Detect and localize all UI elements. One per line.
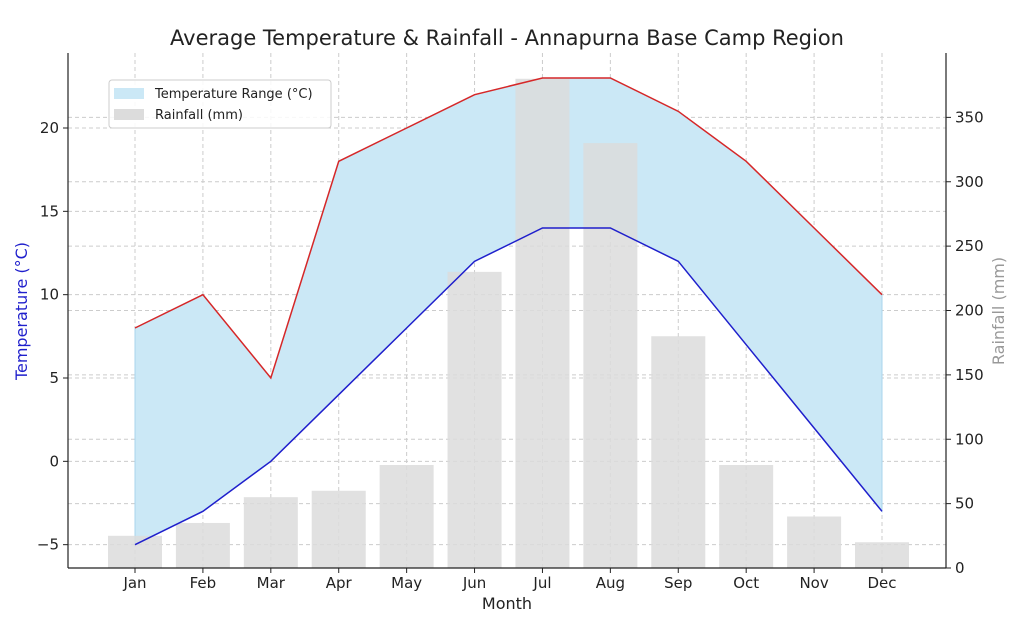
rainfall-bar-mar <box>243 497 298 568</box>
x-tick-label: Jan <box>122 574 146 592</box>
x-tick-label: Feb <box>190 574 217 592</box>
legend-label-temperature-range: Temperature Range (°C) <box>154 87 313 102</box>
x-tick-label: Sep <box>664 574 692 592</box>
rainfall-bar-nov <box>787 516 842 568</box>
temperature-low-line <box>134 227 883 546</box>
x-tick-label: May <box>391 574 422 592</box>
legend: Temperature Range (°C) Rainfall (mm) <box>108 79 332 129</box>
left-y-tick-label: 5 <box>49 369 59 387</box>
rainfall-bar-dec <box>855 542 909 568</box>
right-y-axis-label: Rainfall (mm) <box>989 257 1008 365</box>
right-y-tick-label: 150 <box>955 366 984 384</box>
right-y-tick-label: 250 <box>955 237 984 255</box>
left-y-tick-label: 0 <box>49 452 59 470</box>
rainfall-bar-aug <box>583 143 638 568</box>
right-y-tick-label: 300 <box>955 173 984 191</box>
right-y-tick-label: 200 <box>955 302 984 320</box>
right-y-tick-label: 350 <box>955 108 984 126</box>
x-tick-label: Aug <box>596 574 625 592</box>
left-y-tick-label: −5 <box>37 536 59 554</box>
legend-swatch-rainfall <box>114 109 144 120</box>
x-axis-label: Month <box>482 594 532 613</box>
right-y-tick-label: 100 <box>955 430 984 448</box>
x-tick-label: Jul <box>532 574 551 592</box>
left-y-tick-label: 10 <box>40 286 59 304</box>
x-tick-label: Oct <box>733 574 759 592</box>
legend-label-rainfall: Rainfall (mm) <box>155 108 243 123</box>
x-tick-label: Jun <box>462 574 486 592</box>
left-y-axis-label: Temperature (°C) <box>12 242 31 381</box>
rainfall-bar-jun <box>447 271 502 568</box>
x-tick-label: Mar <box>257 574 286 592</box>
left-y-tick-label: 15 <box>40 202 59 220</box>
rainfall-bar-jul <box>515 78 570 568</box>
right-y-tick-label: 50 <box>955 495 974 513</box>
temperature-high-line <box>134 77 883 380</box>
x-tick-label: Apr <box>326 574 353 592</box>
rainfall-bar-apr <box>311 490 366 568</box>
rainfall-bar-feb <box>175 522 230 568</box>
rainfall-bar-jan <box>108 535 162 568</box>
x-tick-label: Nov <box>799 574 828 592</box>
chart-title: Average Temperature & Rainfall - Annapur… <box>170 26 844 50</box>
rainfall-bar-may <box>379 465 434 568</box>
x-tick-label: Dec <box>867 574 896 592</box>
legend-swatch-temperature-range <box>114 88 144 99</box>
rainfall-bar-oct <box>719 465 774 568</box>
right-y-tick-label: 0 <box>955 559 965 577</box>
rainfall-bar-sep <box>651 336 706 568</box>
left-y-tick-label: 20 <box>40 119 59 137</box>
